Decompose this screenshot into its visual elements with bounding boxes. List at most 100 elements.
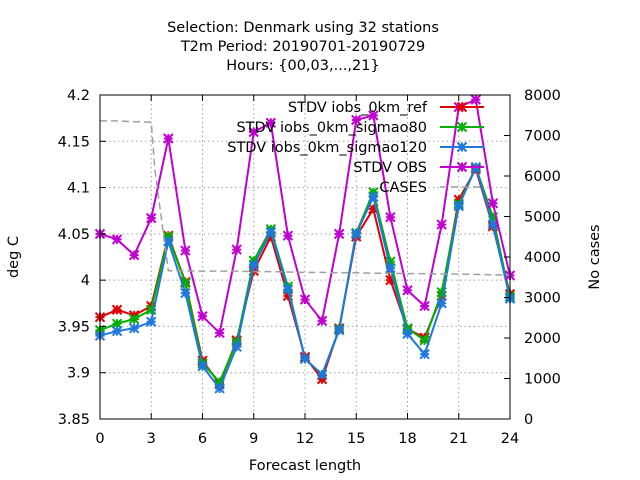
legend-label: CASES — [379, 180, 427, 196]
legend-entry: STDV iobs_0km_sigmao80 — [236, 120, 484, 136]
series-layer — [94, 94, 516, 394]
data-point — [231, 341, 242, 353]
x-tick-label: 6 — [198, 431, 207, 447]
data-point — [248, 260, 259, 271]
data-point — [128, 249, 140, 261]
data-point — [487, 198, 499, 209]
data-point — [436, 219, 447, 230]
data-point — [214, 383, 225, 394]
legend-marker — [456, 101, 468, 113]
data-point — [385, 274, 396, 286]
data-point — [248, 126, 259, 138]
data-point — [385, 256, 396, 267]
legend-entry: CASES — [379, 180, 484, 196]
x-axis-label: Forecast length — [249, 458, 361, 474]
series-line — [100, 120, 511, 276]
legend: STDV iobs_0km_ref STDV iobs_0km_sigmao80 S… — [227, 100, 484, 196]
y-tick-label: 3.85 — [58, 412, 90, 428]
ticks: 0 3 6 9 12 15 18 21 24 3.85 3.9 3.95 4 4.05 4.1 4.15 4.2… — [58, 88, 561, 447]
x-tick-label: 15 — [347, 431, 365, 447]
data-point — [316, 315, 328, 327]
data-point — [487, 211, 499, 223]
data-point — [470, 94, 482, 105]
data-point — [265, 117, 277, 128]
x-tick-label: 24 — [501, 431, 519, 447]
data-point — [248, 255, 259, 266]
series-3 — [94, 94, 516, 339]
data-point — [146, 316, 157, 328]
y2-tick-label: 5000 — [524, 210, 561, 226]
data-point — [487, 219, 499, 230]
data-point — [368, 191, 379, 203]
y-tick-label: 4.05 — [58, 227, 90, 243]
data-point — [111, 304, 123, 315]
y2-tick-label: 3000 — [524, 291, 561, 307]
data-point — [128, 323, 140, 334]
data-point — [299, 353, 311, 365]
data-point — [180, 287, 191, 299]
y2-tick-label: 7000 — [524, 129, 561, 145]
y2-axis-label: No cases — [587, 224, 603, 289]
y2-tick-label: 6000 — [524, 169, 561, 185]
data-point — [351, 228, 362, 240]
data-point — [282, 290, 294, 302]
legend-entry: STDV iobs_0km_ref — [288, 100, 484, 116]
data-point — [180, 245, 191, 256]
legend-marker — [456, 121, 468, 133]
data-point — [402, 328, 413, 340]
data-point — [419, 300, 430, 312]
y2-tick-label: 2000 — [524, 331, 561, 347]
x-tick-label: 9 — [249, 431, 258, 447]
data-point — [385, 211, 396, 223]
data-point — [231, 244, 242, 255]
legend-entry: STDV iobs_0km_sigmao120 — [227, 140, 484, 156]
data-point — [111, 234, 123, 245]
data-point — [214, 327, 225, 339]
chart-title: Selection: Denmark using 32 stations T2m… — [167, 20, 439, 74]
data-point — [146, 304, 157, 315]
y2-tick-label: 4000 — [524, 250, 561, 266]
data-point — [368, 110, 379, 121]
y-tick-label: 4 — [81, 273, 90, 289]
data-point — [282, 284, 294, 295]
data-point — [436, 286, 447, 298]
data-point — [419, 348, 430, 360]
data-point — [453, 194, 464, 205]
data-point — [368, 186, 379, 198]
data-point — [265, 231, 277, 242]
y-tick-label: 4.15 — [58, 134, 90, 150]
data-point — [163, 133, 174, 144]
legend-marker — [456, 161, 468, 173]
y2-tick-label: 1000 — [524, 372, 561, 388]
data-point — [316, 373, 328, 385]
legend-label: STDV OBS — [353, 160, 427, 176]
y2-tick-label: 0 — [524, 412, 533, 428]
data-point — [299, 294, 311, 305]
legend-label: STDV iobs_0km_ref — [288, 100, 428, 116]
data-point — [128, 313, 140, 325]
x-tick-label: 18 — [398, 431, 416, 447]
data-point — [163, 236, 174, 247]
x-tick-label: 0 — [95, 431, 104, 447]
series-4 — [100, 120, 511, 276]
x-tick-label: 21 — [450, 431, 468, 447]
data-point — [333, 228, 345, 240]
data-point — [214, 376, 225, 388]
legend-entry: STDV OBS — [353, 160, 484, 176]
x-tick-label: 12 — [296, 431, 314, 447]
data-point — [265, 226, 277, 238]
data-point — [163, 231, 174, 242]
x-tick-label: 3 — [147, 431, 156, 447]
title-line-1: Selection: Denmark using 32 stations — [167, 20, 439, 36]
data-point — [436, 298, 447, 309]
y-tick-label: 3.95 — [58, 319, 90, 335]
data-point — [180, 277, 191, 289]
data-point — [368, 203, 379, 215]
legend-label: STDV iobs_0km_sigmao80 — [236, 120, 427, 136]
data-point — [402, 323, 413, 334]
legend-label: STDV iobs_0km_sigmao120 — [227, 140, 427, 156]
data-point — [402, 285, 413, 296]
legend-marker — [456, 141, 468, 153]
data-point — [111, 325, 123, 337]
